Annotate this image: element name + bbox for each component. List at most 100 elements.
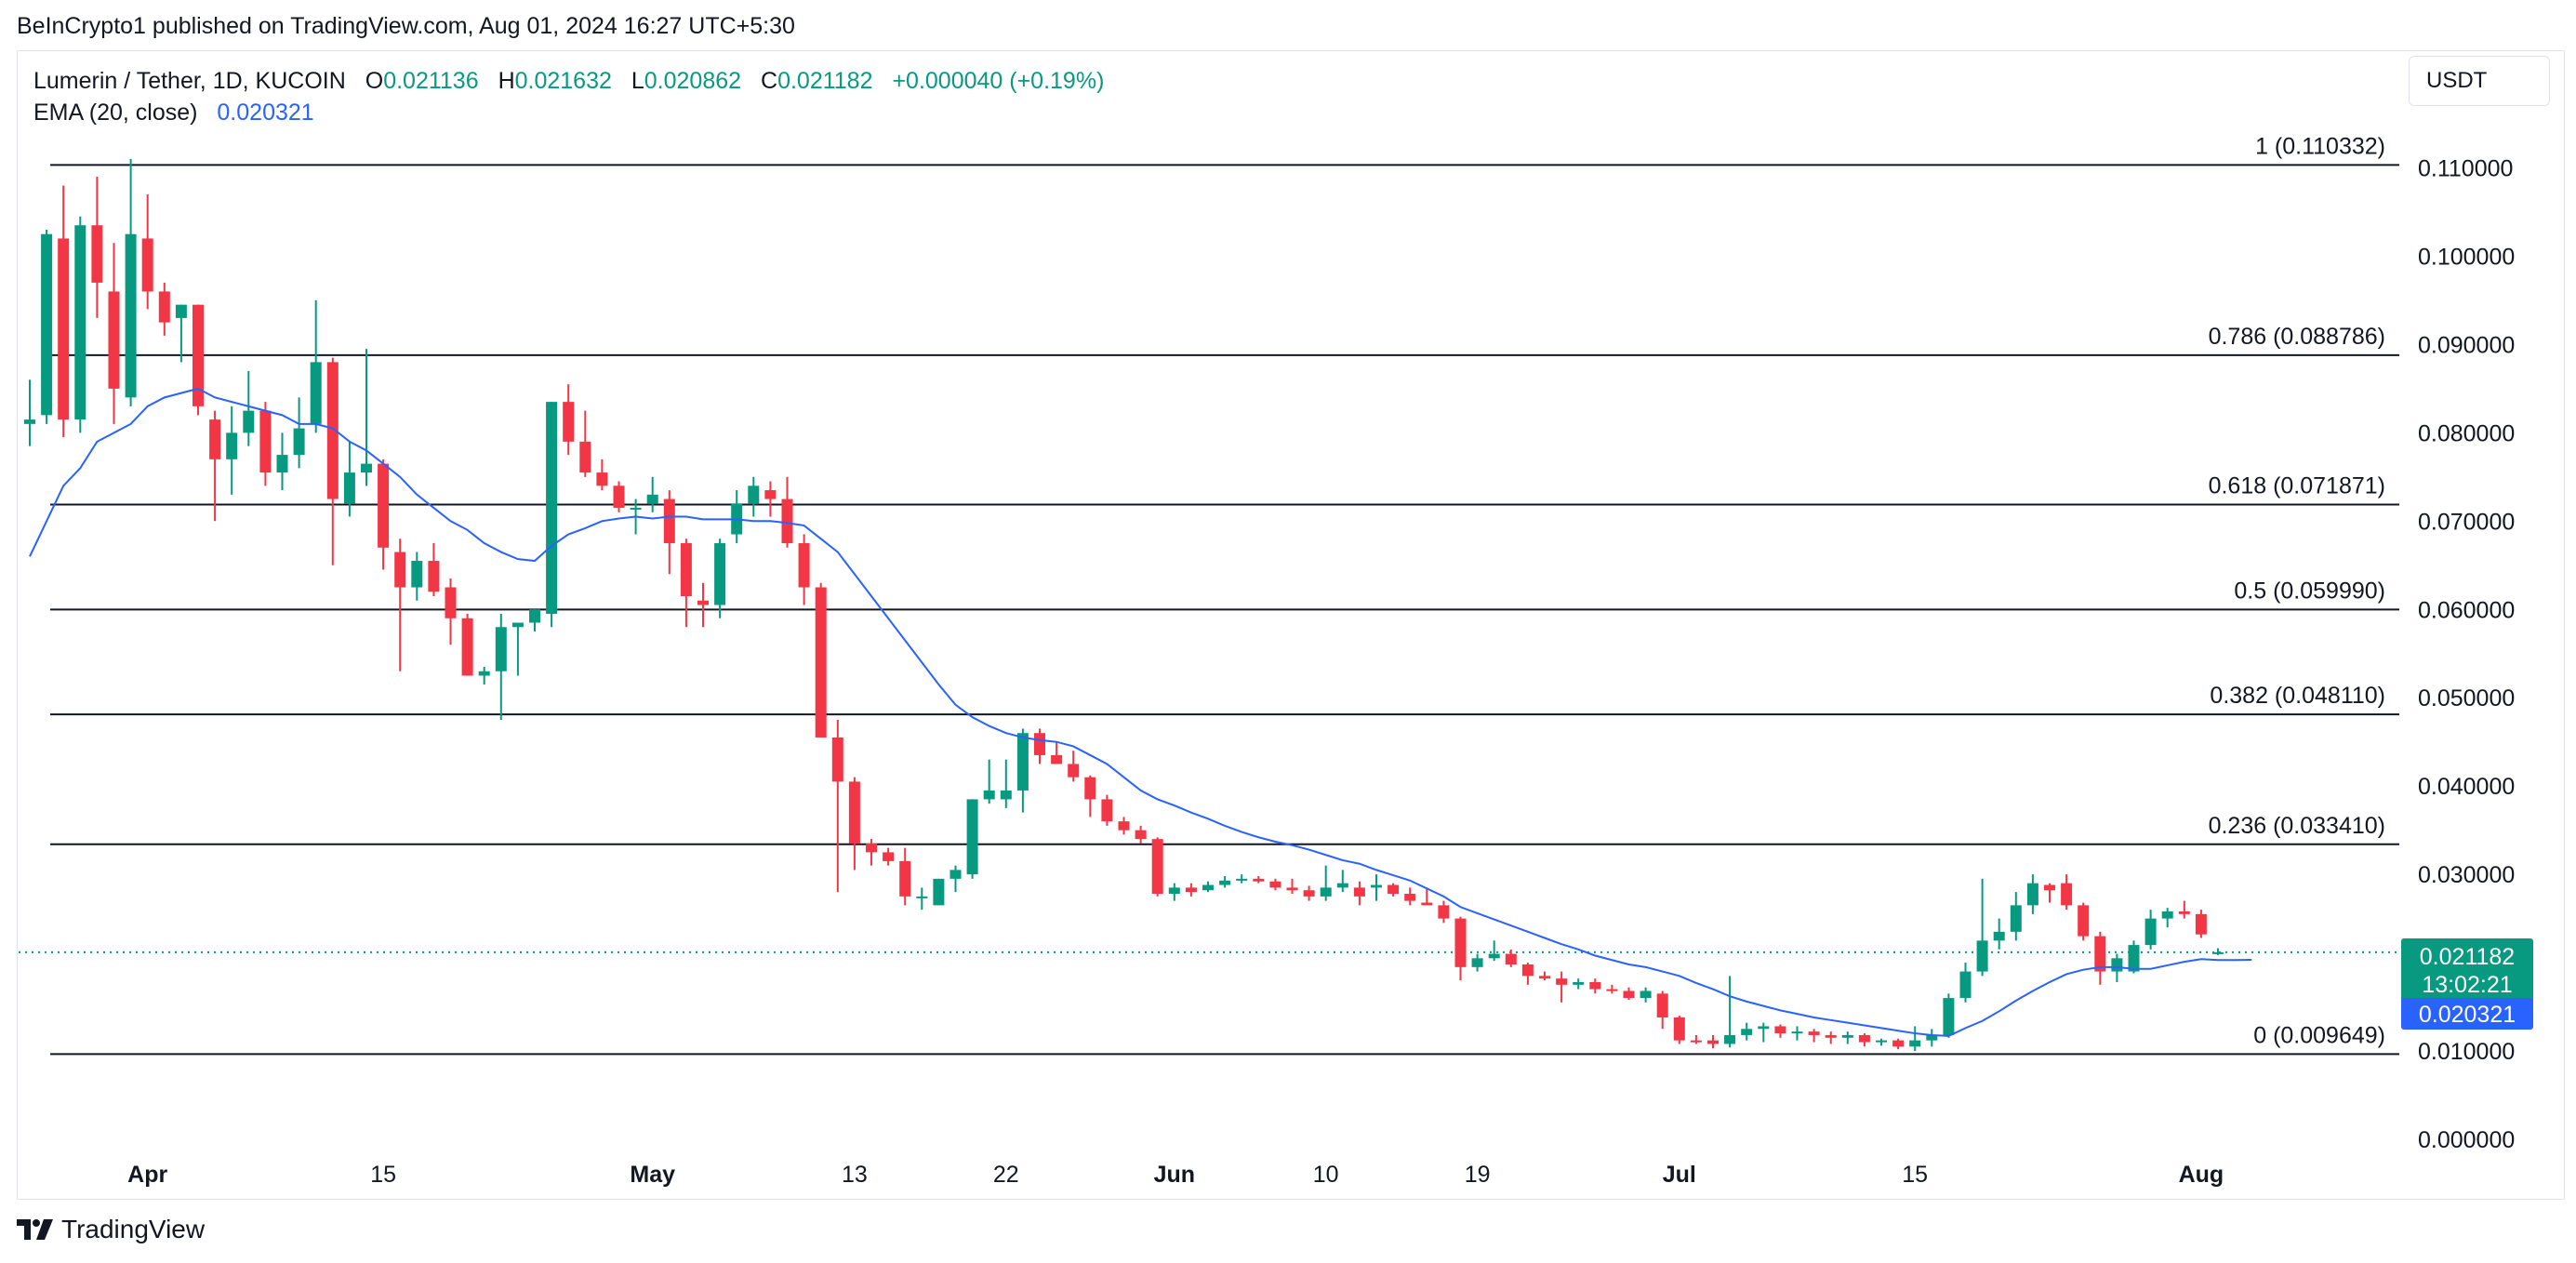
y-tick-label: 0.070000 bbox=[2418, 509, 2515, 535]
published-byline: BeInCrypto1 published on TradingView.com… bbox=[17, 13, 795, 39]
candle-body bbox=[1673, 1017, 1685, 1041]
fib-level-label: 0.236 (0.033410) bbox=[2209, 813, 2385, 839]
candle bbox=[1993, 918, 2005, 950]
candle bbox=[91, 176, 103, 318]
candle bbox=[883, 847, 895, 866]
time-axis: Apr 15 May 13 22 Jun 10 19 Jul 15 Aug bbox=[127, 1162, 2224, 1188]
candle-body bbox=[680, 543, 692, 597]
y-tick-label: 0.060000 bbox=[2418, 597, 2515, 623]
candle-body bbox=[1353, 887, 1365, 897]
candle bbox=[680, 538, 692, 628]
candle bbox=[1438, 900, 1450, 924]
candle-body bbox=[1185, 887, 1197, 893]
candle bbox=[243, 370, 255, 446]
ema-label[interactable]: EMA (20, close) bbox=[33, 100, 198, 126]
candle-body bbox=[276, 455, 288, 473]
candle bbox=[596, 459, 608, 491]
candle-body bbox=[243, 410, 255, 433]
low-value: 0.020862 bbox=[644, 68, 742, 94]
candle-body bbox=[378, 463, 390, 548]
candle-body bbox=[630, 508, 642, 511]
fib-level-label: 0.618 (0.071871) bbox=[2209, 473, 2385, 499]
candle bbox=[1084, 775, 1096, 818]
candle-body bbox=[949, 870, 962, 879]
fibonacci-levels: 1 (0.110332) 0.786 (0.088786) 0.618 (0.071… bbox=[50, 133, 2399, 1056]
candle bbox=[158, 282, 170, 336]
candle-body bbox=[1825, 1034, 1837, 1038]
candle-body bbox=[2078, 905, 2090, 937]
candle bbox=[714, 538, 726, 618]
candle bbox=[24, 379, 35, 446]
candle-body bbox=[293, 428, 305, 456]
candle bbox=[2078, 902, 2090, 941]
candle-body bbox=[2128, 945, 2140, 972]
candle bbox=[1101, 794, 1113, 826]
candle bbox=[663, 490, 675, 575]
candle-body bbox=[1051, 754, 1063, 764]
candle bbox=[1454, 916, 1467, 981]
currency-button[interactable]: USDT bbox=[2409, 56, 2550, 106]
candle bbox=[326, 357, 339, 565]
candle bbox=[58, 185, 70, 438]
candle-body bbox=[411, 561, 423, 588]
candle bbox=[1488, 940, 1500, 962]
candle-body bbox=[1926, 1034, 1938, 1041]
candle bbox=[1791, 1026, 1803, 1041]
low-label: L bbox=[631, 68, 644, 94]
tradingview-footer: TradingView bbox=[17, 1215, 205, 1244]
candle bbox=[1943, 993, 1955, 1038]
candle bbox=[1976, 878, 1988, 977]
candle bbox=[209, 410, 221, 522]
candle bbox=[1909, 1026, 1921, 1052]
candle bbox=[1388, 883, 1400, 897]
candle bbox=[546, 402, 558, 628]
candle bbox=[1825, 1031, 1837, 1044]
candle bbox=[2094, 931, 2106, 985]
ohlc-row: Lumerin / Tether, 1D, KUCOIN O0.021136 H… bbox=[33, 65, 1104, 97]
candle-body bbox=[663, 499, 675, 544]
candle-body bbox=[1539, 976, 1550, 979]
fib-level-label: 0.786 (0.088786) bbox=[2209, 324, 2385, 350]
candle-body bbox=[1724, 1034, 1736, 1044]
candle bbox=[831, 719, 843, 893]
candle-body bbox=[1943, 998, 1955, 1035]
candle-body bbox=[1421, 902, 1433, 906]
candle bbox=[2010, 892, 2022, 941]
candle-body bbox=[2178, 911, 2190, 914]
candle bbox=[259, 402, 272, 486]
candle-body bbox=[916, 896, 928, 898]
candle bbox=[966, 799, 978, 879]
symbol-title[interactable]: Lumerin / Tether, 1D, KUCOIN bbox=[33, 68, 346, 94]
candle bbox=[899, 847, 911, 906]
candle bbox=[1673, 1016, 1685, 1044]
candle-body bbox=[1151, 839, 1163, 895]
x-tick-label: Apr bbox=[127, 1162, 167, 1188]
last-price-tag bbox=[2401, 938, 2533, 1004]
candle-body bbox=[866, 843, 877, 853]
candle-body bbox=[125, 233, 137, 398]
candle bbox=[478, 666, 490, 685]
candle bbox=[764, 481, 777, 517]
ema-price-tag bbox=[2401, 998, 2533, 1030]
candle-body bbox=[848, 781, 860, 844]
candle bbox=[41, 229, 53, 424]
ema-row: EMA (20, close) 0.020321 bbox=[33, 97, 1104, 128]
y-tick-label: 0.030000 bbox=[2418, 862, 2515, 888]
y-tick-label: 0.000000 bbox=[2418, 1127, 2515, 1153]
candle-body bbox=[646, 494, 658, 504]
candle bbox=[1505, 949, 1517, 967]
chart-legend: Lumerin / Tether, 1D, KUCOIN O0.021136 H… bbox=[33, 65, 1104, 128]
ema-price-value: 0.020321 bbox=[2419, 1002, 2516, 1028]
candle bbox=[1892, 1038, 1905, 1050]
candle-body bbox=[2195, 913, 2207, 935]
candle bbox=[1959, 963, 1972, 1003]
candle bbox=[293, 397, 305, 469]
candle bbox=[1690, 1034, 1702, 1044]
candle bbox=[1623, 987, 1635, 1000]
candle bbox=[226, 405, 238, 495]
candle-body bbox=[1841, 1034, 1853, 1038]
candle-body bbox=[1336, 883, 1348, 888]
candle bbox=[175, 304, 187, 363]
candle-body bbox=[1876, 1040, 1887, 1043]
candle-body bbox=[158, 291, 170, 323]
